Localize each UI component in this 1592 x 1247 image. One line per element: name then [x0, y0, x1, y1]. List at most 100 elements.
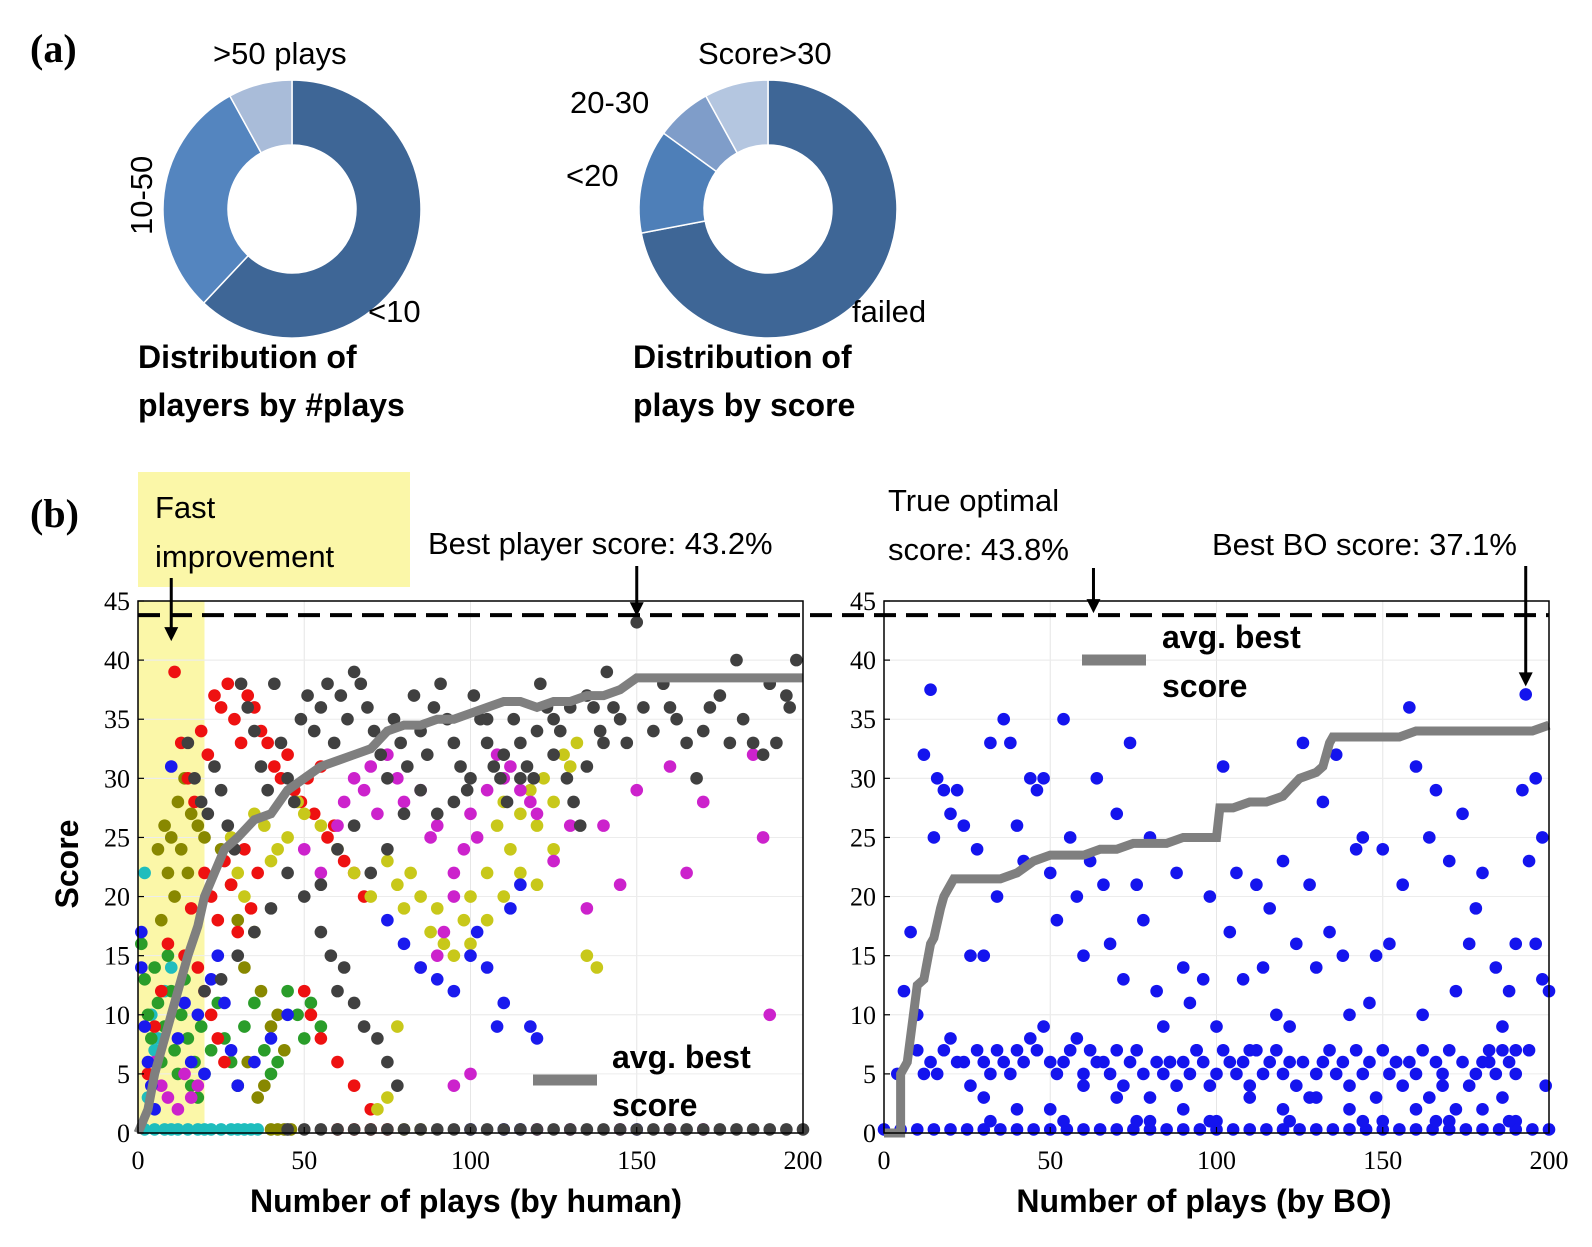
point-s7-117 — [347, 996, 361, 1010]
point-s0-118 — [984, 1067, 997, 1081]
point-s7-47 — [494, 772, 507, 785]
point-s7-36 — [420, 748, 434, 761]
point-s0-228 — [1093, 1123, 1107, 1136]
point-s7-73 — [680, 736, 693, 750]
point-s7-15 — [281, 772, 294, 785]
point-s3-46 — [211, 1032, 225, 1045]
point-s7-19 — [307, 724, 321, 738]
point-s0-179 — [1389, 1055, 1403, 1069]
point-s3-32 — [198, 866, 211, 880]
ytick-label-0: 0 — [117, 1119, 130, 1148]
point-s6-10 — [191, 1008, 205, 1022]
point-s3-47 — [218, 1055, 231, 1069]
point-s6-25 — [464, 949, 477, 962]
point-s0-207 — [1276, 1103, 1290, 1116]
point-s1-24 — [251, 1091, 264, 1104]
point-s5-36 — [613, 878, 627, 892]
point-s1-5 — [184, 807, 198, 821]
point-s7-145 — [780, 1123, 793, 1136]
point-s4-24 — [464, 890, 477, 903]
point-s6-28 — [490, 1020, 504, 1033]
point-s0-200 — [1043, 1103, 1057, 1116]
donut-players-slice-1 — [162, 94, 263, 305]
point-s0-17 — [990, 890, 1004, 903]
point-s4-44 — [464, 937, 477, 951]
point-s0-104 — [1522, 1043, 1536, 1057]
point-s2-29 — [271, 1055, 284, 1069]
point-s7-149 — [364, 1123, 378, 1136]
ytick-label-25: 25 — [104, 823, 130, 852]
point-s0-201 — [1077, 1079, 1090, 1093]
point-s0-45 — [1176, 961, 1190, 974]
ytick-label-0: 0 — [863, 1119, 876, 1148]
point-s0-157 — [1243, 1079, 1257, 1093]
point-s2-32 — [297, 1032, 311, 1045]
point-s7-40 — [447, 736, 461, 750]
point-s0-39 — [1137, 913, 1150, 927]
point-s7-91 — [547, 748, 560, 761]
point-s1-16 — [238, 961, 251, 974]
point-s0-261 — [1356, 1114, 1370, 1128]
point-s0-63 — [1296, 736, 1310, 750]
point-s0-233 — [1176, 1123, 1190, 1136]
point-s0-12 — [957, 819, 971, 832]
point-s2-26 — [248, 996, 261, 1010]
point-s7-87 — [783, 701, 796, 714]
point-s6-12 — [204, 973, 218, 986]
point-s0-175 — [1363, 1055, 1376, 1069]
best-player-annotation: Best player score: 43.2% — [428, 526, 773, 561]
point-s5-37 — [630, 783, 644, 797]
point-s3-36 — [224, 878, 238, 892]
ytick-label-30: 30 — [104, 764, 130, 793]
point-s1-25 — [258, 1079, 271, 1093]
point-s5-49 — [447, 1079, 461, 1093]
point-s2-20 — [204, 1043, 218, 1057]
point-s7-4 — [208, 760, 221, 773]
donut-scores-label-failed: failed — [852, 294, 926, 329]
point-s0-87 — [1456, 807, 1469, 821]
point-s3-8 — [194, 724, 208, 738]
point-s5-4 — [178, 1067, 191, 1081]
point-s7-143 — [746, 1123, 760, 1136]
xtick-label-100: 100 — [1197, 1146, 1236, 1175]
donut-scores-title-line2: plays by score — [633, 387, 855, 423]
point-s4-25 — [480, 866, 494, 880]
point-s0-227 — [1077, 1123, 1090, 1136]
point-s4-45 — [391, 1020, 404, 1033]
point-s5-19 — [424, 831, 437, 844]
point-s0-117 — [977, 1055, 991, 1069]
point-s0-112 — [944, 1032, 957, 1045]
point-s4-1 — [231, 866, 245, 880]
point-s1-2 — [164, 831, 178, 844]
point-s7-139 — [680, 1123, 693, 1136]
point-s7-6 — [221, 819, 235, 832]
point-s6-14 — [218, 996, 231, 1010]
point-s0-193 — [1482, 1043, 1496, 1057]
donut-players-slice-0 — [202, 79, 422, 339]
point-s4-7 — [281, 831, 294, 844]
point-s0-64 — [1303, 878, 1316, 892]
point-s7-50 — [514, 736, 527, 750]
point-s6-24 — [447, 984, 461, 998]
point-s7-3 — [201, 807, 215, 821]
point-s3-29 — [337, 854, 351, 868]
point-s7-101 — [381, 842, 394, 856]
donut-scores-slices — [638, 79, 898, 339]
point-s5-44 — [447, 890, 461, 903]
point-s2-14 — [181, 1032, 195, 1045]
xtick-label-50: 50 — [1037, 1146, 1063, 1175]
point-s0-59 — [1270, 1008, 1283, 1022]
point-s7-51 — [520, 760, 534, 773]
point-s7-120 — [381, 1055, 394, 1069]
point-s0-249 — [1442, 1123, 1456, 1136]
point-s0-65 — [1309, 961, 1323, 974]
point-s7-119 — [371, 1032, 384, 1045]
point-s2-5 — [151, 996, 165, 1010]
point-s0-70 — [1343, 1008, 1356, 1022]
point-s3-3 — [161, 937, 175, 951]
point-s0-206 — [1243, 1091, 1257, 1104]
point-s5-9 — [331, 819, 344, 832]
point-s7-72 — [670, 712, 683, 726]
point-s1-18 — [254, 984, 268, 998]
point-s0-195 — [1496, 1091, 1509, 1104]
